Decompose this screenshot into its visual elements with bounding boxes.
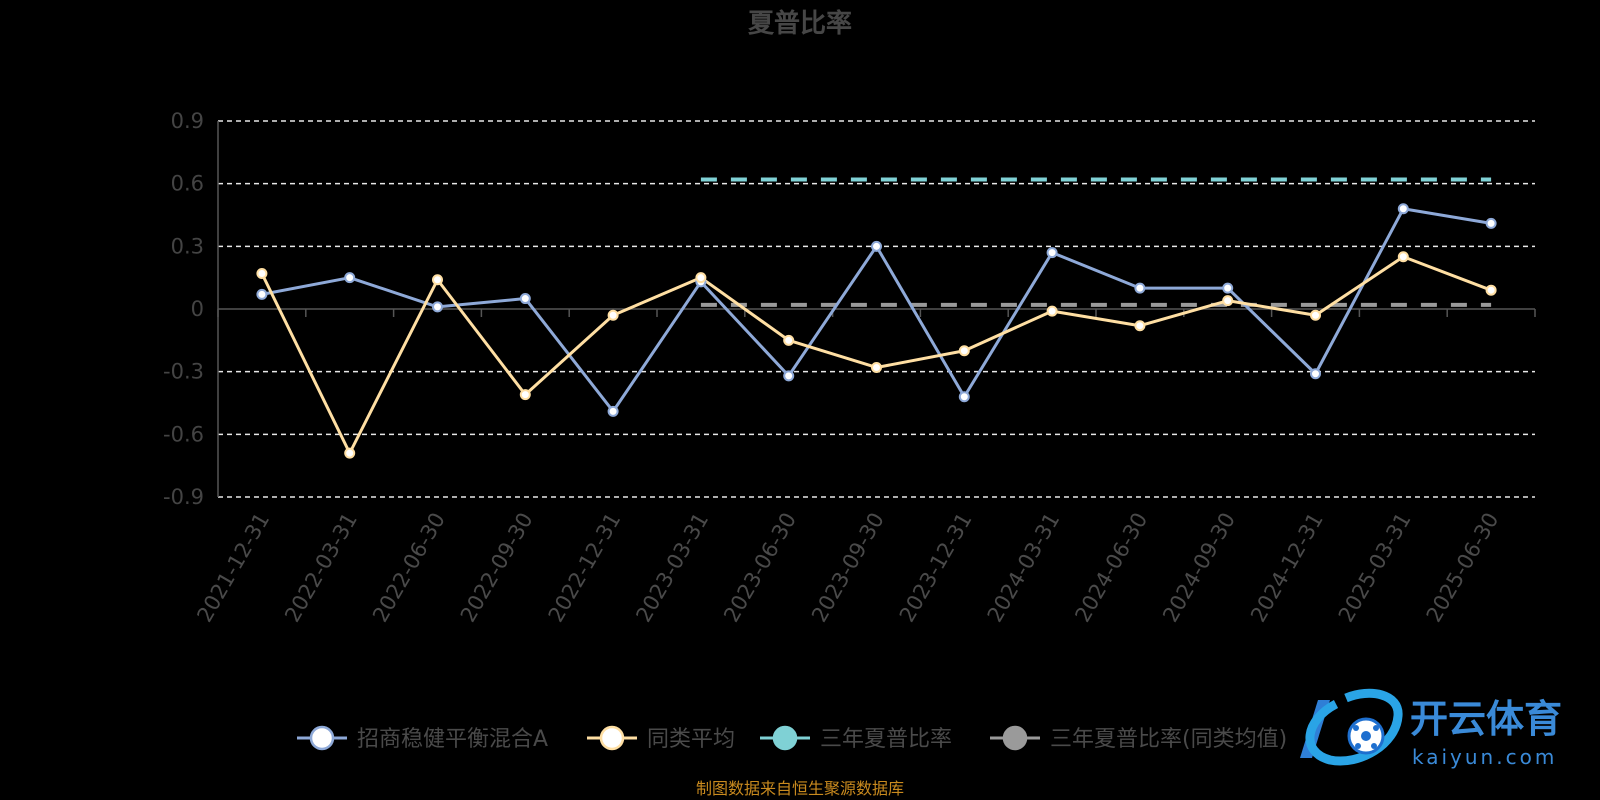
- data-point[interactable]: [871, 361, 882, 373]
- data-point[interactable]: [958, 345, 970, 357]
- axes: [217, 121, 1536, 497]
- x-tick-label: 2024-03-31: [983, 509, 1065, 627]
- legend-marker: [309, 725, 335, 751]
- x-tick-label: 2022-12-31: [544, 509, 626, 627]
- data-point[interactable]: [1310, 309, 1321, 321]
- brand-logo: 开云体育 kaiyun.com: [1300, 688, 1562, 769]
- legend-label: 同类平均: [647, 727, 735, 752]
- legend-marker: [772, 725, 798, 751]
- data-point[interactable]: [783, 370, 795, 382]
- legend-item[interactable]: 同类平均: [587, 725, 735, 752]
- data-point[interactable]: [1134, 282, 1146, 294]
- data-point[interactable]: [519, 389, 531, 401]
- y-tick-label: 0.3: [171, 234, 204, 258]
- legend[interactable]: 招商稳健平衡混合A 同类平均 三年夏普比率 三年夏普比率(同类均值): [297, 725, 1287, 752]
- x-tick-label: 2023-12-31: [895, 509, 977, 627]
- data-point[interactable]: [607, 405, 619, 417]
- x-tick-label: 2024-06-30: [1070, 509, 1152, 627]
- kaiyun-logo-icon: [1300, 688, 1403, 766]
- data-point[interactable]: [256, 288, 268, 300]
- data-point[interactable]: [607, 309, 619, 321]
- data-point[interactable]: [1134, 320, 1146, 332]
- data-point[interactable]: [1485, 284, 1497, 296]
- data-point[interactable]: [695, 272, 707, 284]
- y-tick-label: -0.3: [163, 360, 204, 384]
- data-point[interactable]: [344, 447, 356, 459]
- x-tick-label: 2024-09-30: [1158, 509, 1240, 627]
- data-point[interactable]: [1222, 282, 1234, 294]
- data-point[interactable]: [519, 293, 531, 305]
- legend-item[interactable]: 三年夏普比率: [760, 725, 952, 752]
- data-point[interactable]: [1397, 251, 1409, 263]
- series-line: [260, 255, 1492, 455]
- data-point[interactable]: [783, 334, 795, 346]
- data-point[interactable]: [1397, 203, 1409, 215]
- x-tick-label: 2023-06-30: [719, 509, 801, 627]
- legend-marker: [1002, 725, 1028, 751]
- x-tick-label: 2025-06-30: [1422, 509, 1504, 627]
- legend-label: 三年夏普比率(同类均值): [1050, 727, 1287, 752]
- x-tick-label: 2023-09-30: [807, 509, 889, 627]
- x-tick-label: 2022-06-30: [368, 509, 450, 627]
- y-axis-ticks: 0.9 0.6 0.3 0 -0.3 -0.6 -0.9: [163, 109, 204, 509]
- data-point[interactable]: [1046, 305, 1058, 317]
- source-note: 制图数据来自恒生聚源数据库: [696, 779, 904, 798]
- brand-name-cn: 开云体育: [1410, 697, 1562, 741]
- y-tick-label: 0: [191, 297, 204, 321]
- data-point[interactable]: [871, 240, 882, 252]
- x-tick-label: 2025-03-31: [1334, 509, 1416, 627]
- data-point[interactable]: [1310, 368, 1321, 380]
- data-point[interactable]: [344, 272, 356, 284]
- series-line: [261, 207, 1492, 413]
- legend-item[interactable]: 三年夏普比率(同类均值): [990, 725, 1287, 752]
- y-tick-label: 0.6: [171, 172, 204, 196]
- x-tick-label: 2022-09-30: [456, 509, 538, 627]
- y-tick-label: -0.6: [163, 422, 204, 446]
- x-tick-label: 2023-03-31: [631, 509, 713, 627]
- x-tick-label: 2022-03-31: [280, 509, 362, 627]
- x-tick-label: 2021-12-31: [192, 509, 274, 627]
- x-axis-ticks: 2021-12-31 2022-03-31 2022-06-30 2022-09-30…: [192, 509, 1503, 627]
- data-point[interactable]: [256, 267, 268, 279]
- data-point[interactable]: [432, 301, 443, 313]
- data-point[interactable]: [1485, 217, 1497, 229]
- chart-title: 夏普比率: [748, 8, 852, 39]
- data-point[interactable]: [958, 391, 970, 403]
- legend-label: 招商稳健平衡混合A: [357, 727, 548, 752]
- y-tick-label: 0.9: [171, 109, 204, 133]
- x-tick-label: 2024-12-31: [1246, 509, 1328, 627]
- y-tick-label: -0.9: [163, 485, 204, 509]
- reference-lines: [700, 177, 1492, 307]
- legend-item[interactable]: 招商稳健平衡混合A: [297, 725, 548, 752]
- data-point[interactable]: [1222, 295, 1234, 307]
- data-point[interactable]: [1046, 247, 1058, 259]
- series-points: [256, 203, 1497, 459]
- legend-marker: [599, 725, 625, 751]
- brand-name-en: kaiyun.com: [1412, 745, 1557, 769]
- data-point[interactable]: [432, 274, 443, 286]
- legend-label: 三年夏普比率: [820, 727, 952, 752]
